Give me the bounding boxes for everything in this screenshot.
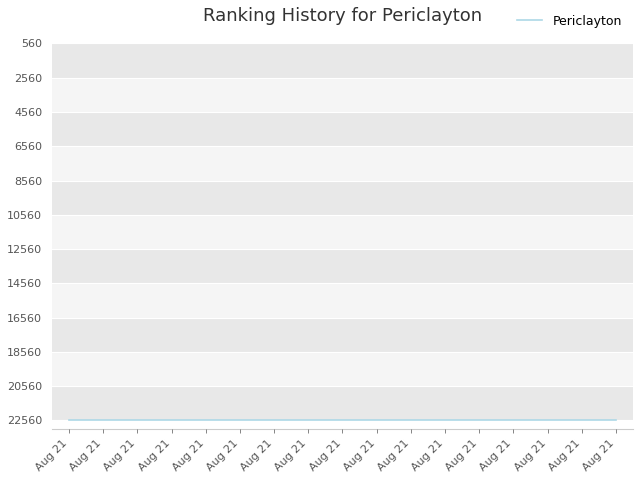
Title: Ranking History for Periclayton: Ranking History for Periclayton <box>203 7 482 25</box>
Bar <box>52 318 633 352</box>
Periclayton <box>305 418 312 423</box>
Bar <box>52 112 633 146</box>
Bar <box>52 78 633 112</box>
Bar <box>52 146 633 180</box>
Bar <box>52 352 633 386</box>
Periclayton <box>407 418 415 423</box>
Periclayton <box>236 418 244 423</box>
Periclayton <box>373 418 381 423</box>
Periclayton <box>65 418 73 423</box>
Periclayton <box>476 418 483 423</box>
Periclayton <box>339 418 346 423</box>
Bar <box>52 180 633 215</box>
Periclayton <box>202 418 209 423</box>
Periclayton <box>134 418 141 423</box>
Periclayton <box>168 418 175 423</box>
Periclayton <box>270 418 278 423</box>
Bar <box>52 283 633 318</box>
Bar <box>52 249 633 283</box>
Bar <box>52 215 633 249</box>
Periclayton <box>509 418 517 423</box>
Periclayton <box>578 418 586 423</box>
Bar <box>52 43 633 78</box>
Bar <box>52 386 633 420</box>
Periclayton <box>99 418 107 423</box>
Periclayton <box>441 418 449 423</box>
Periclayton <box>544 418 552 423</box>
Legend: Periclayton: Periclayton <box>513 10 627 33</box>
Periclayton <box>612 418 620 423</box>
